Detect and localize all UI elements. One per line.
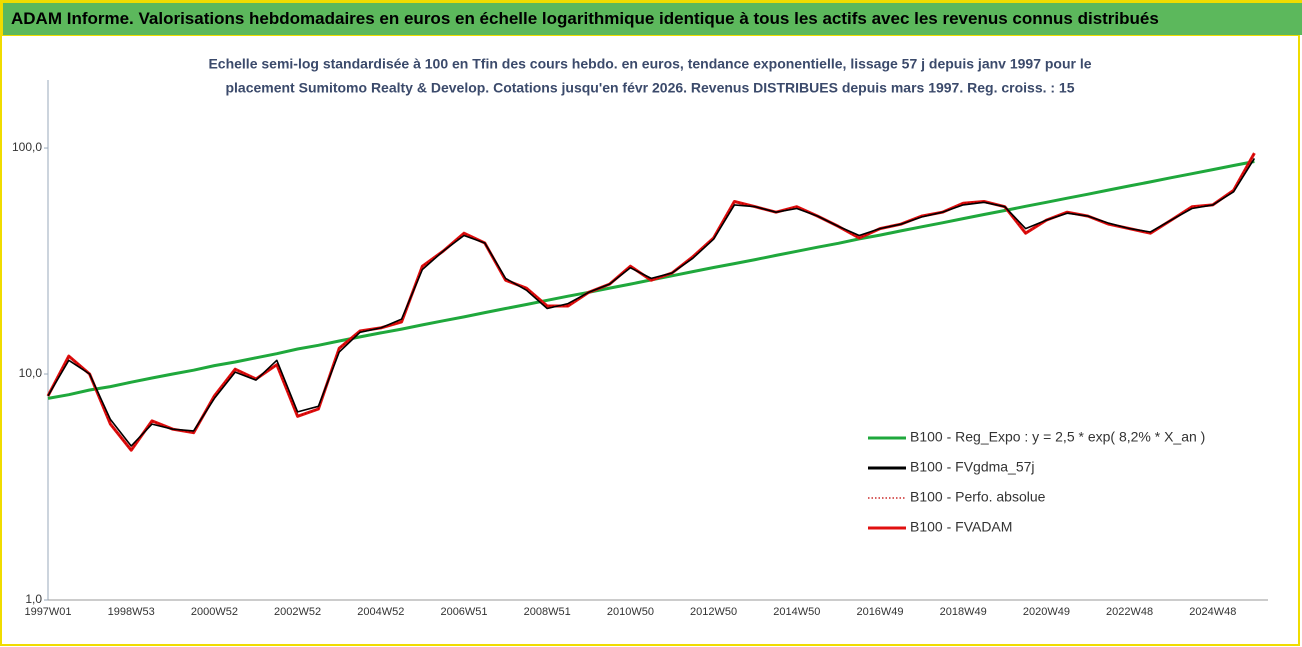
y-tick-label: 10,0 xyxy=(19,366,43,380)
y-tick-label: 100,0 xyxy=(12,140,42,154)
x-tick-label: 2012W50 xyxy=(690,606,737,618)
x-tick-label: 2018W49 xyxy=(940,606,987,618)
chart-title: placement Sumitomo Realty & Develop. Cot… xyxy=(225,80,1074,96)
legend-label: B100 - Reg_Expo : y = 2,5 * exp( 8,2% * … xyxy=(910,429,1205,445)
x-tick-label: 2016W49 xyxy=(856,606,903,618)
header-title: ADAM Informe. Valorisations hebdomadaire… xyxy=(0,0,1302,35)
y-tick-label: 1,0 xyxy=(25,592,42,606)
x-tick-label: 2002W52 xyxy=(274,606,321,618)
legend-label: B100 - Perfo. absolue xyxy=(910,489,1046,505)
x-tick-label: 1998W53 xyxy=(108,606,155,618)
x-tick-label: 2010W50 xyxy=(607,606,654,618)
x-tick-label: 2008W51 xyxy=(524,606,571,618)
x-tick-label: 2000W52 xyxy=(191,606,238,618)
x-tick-label: 2020W49 xyxy=(1023,606,1070,618)
x-tick-label: 2006W51 xyxy=(440,606,487,618)
chart-title: Echelle semi-log standardisée à 100 en T… xyxy=(208,56,1091,72)
x-tick-label: 2024W48 xyxy=(1189,606,1236,618)
series-line xyxy=(47,157,1256,447)
legend-label: B100 - FVADAM xyxy=(910,519,1012,535)
x-tick-label: 2014W50 xyxy=(773,606,820,618)
x-tick-label: 1997W01 xyxy=(24,606,71,618)
x-tick-label: 2022W48 xyxy=(1106,606,1153,618)
legend-label: B100 - FVgdma_57j xyxy=(910,459,1035,475)
frame xyxy=(0,34,1300,646)
x-tick-label: 2004W52 xyxy=(357,606,404,618)
